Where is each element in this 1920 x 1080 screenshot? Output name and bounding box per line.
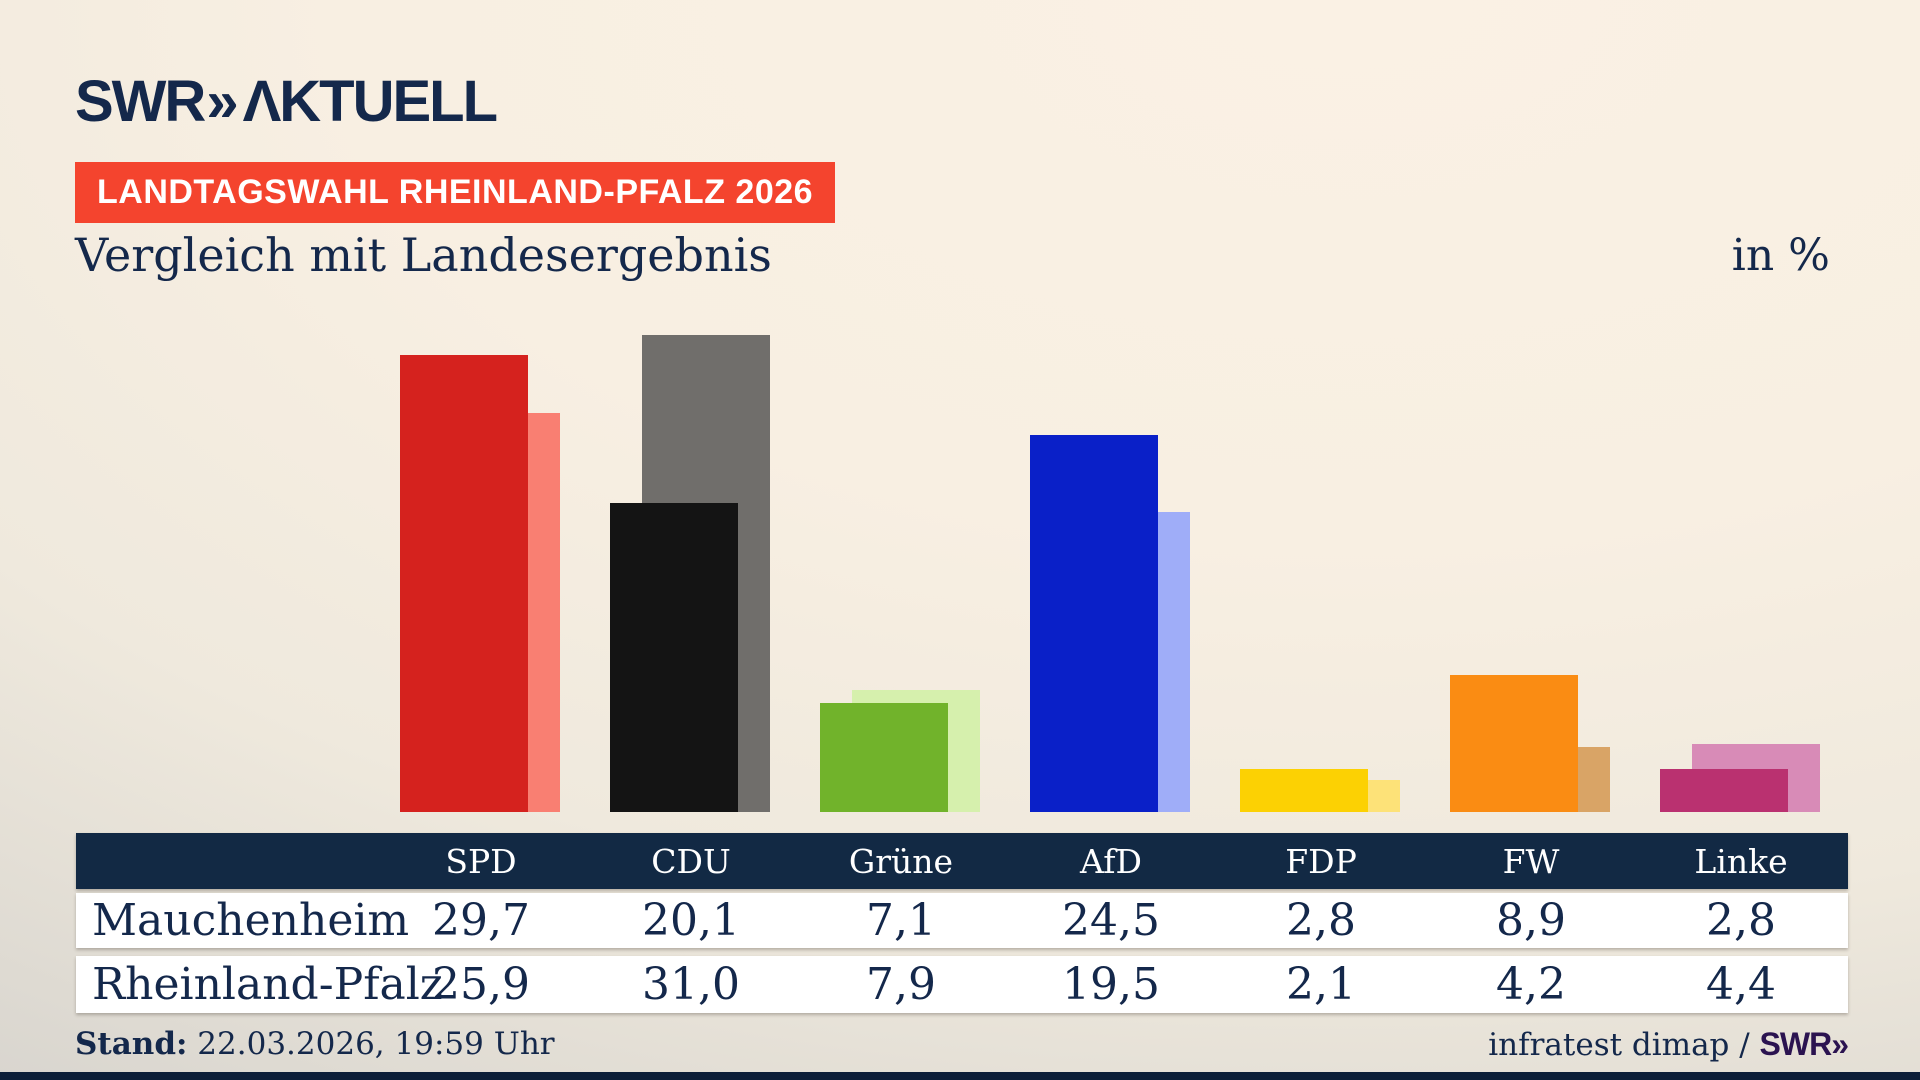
bar-front-afd — [1030, 435, 1158, 812]
swr-logo-text: SWR — [75, 69, 206, 134]
double-chevron-icon: » — [206, 69, 238, 134]
table-column-header-afd: AfD — [1080, 842, 1142, 881]
bar-front-spd — [400, 355, 528, 812]
table-row-label: Mauchenheim — [92, 895, 410, 946]
bar-front-fw — [1450, 675, 1578, 812]
election-badge: LANDTAGSWAHL RHEINLAND-PFALZ 2026 — [75, 162, 836, 223]
table-column-header-linke: Linke — [1694, 842, 1788, 881]
table-cell-fw: 8,9 — [1496, 895, 1566, 946]
table-cell-spd: 29,7 — [432, 895, 530, 946]
table-column-header-fdp: FDP — [1285, 842, 1357, 881]
swr-source-logo: SWR» — [1759, 1026, 1849, 1062]
timestamp-label: Stand: — [75, 1026, 188, 1062]
timestamp: Stand: 22.03.2026, 19:59 Uhr — [75, 1026, 555, 1062]
timestamp-value: 22.03.2026, 19:59 Uhr — [187, 1026, 555, 1062]
table-cell-afd: 19,5 — [1062, 959, 1160, 1010]
bar-front-fdp — [1240, 769, 1368, 812]
table-cell-cdu: 20,1 — [642, 895, 740, 946]
table-cell-cdu: 31,0 — [642, 959, 740, 1010]
swr-aktuell-logo: SWR» ΛKTUELL — [75, 68, 498, 135]
table-cell-fdp: 2,8 — [1286, 895, 1356, 946]
table-cell-linke: 2,8 — [1706, 895, 1776, 946]
table-column-header-spd: SPD — [445, 842, 517, 881]
table-cell-fw: 4,2 — [1496, 959, 1566, 1010]
table-row-rheinland-pfalz: Rheinland-Pfalz 25,9 31,0 7,9 19,5 2,1 4,2 4,4 — [76, 956, 1848, 1013]
bar-front-linke — [1660, 769, 1788, 812]
aktuell-logo-text: ΛKTUELL — [242, 69, 498, 134]
source-text: infratest dimap / — [1488, 1027, 1760, 1063]
table-row-mauchenheim: Mauchenheim 29,7 20,1 7,1 24,5 2,8 8,9 2,8 — [76, 893, 1848, 948]
table-header-row: SPD CDU Grüne AfD FDP FW Linke — [76, 833, 1848, 889]
page-title: Vergleich mit Landesergebnis — [75, 228, 772, 282]
table-cell-grüne: 7,9 — [866, 959, 936, 1010]
table-cell-spd: 25,9 — [432, 959, 530, 1010]
table-cell-fdp: 2,1 — [1286, 959, 1356, 1010]
unit-label: in % — [1731, 230, 1830, 281]
table-cell-grüne: 7,1 — [866, 895, 936, 946]
bottom-divider-strip — [0, 1072, 1920, 1080]
table-column-header-grüne: Grüne — [848, 842, 954, 881]
table-column-header-cdu: CDU — [651, 842, 731, 881]
source-credit: infratest dimap / SWR» — [1488, 1026, 1849, 1063]
bar-front-cdu — [610, 503, 738, 812]
table-cell-afd: 24,5 — [1062, 895, 1160, 946]
table-row-label: Rheinland-Pfalz — [92, 959, 443, 1010]
table-cell-linke: 4,4 — [1706, 959, 1776, 1010]
table-column-header-fw: FW — [1502, 842, 1560, 881]
bar-front-grüne — [820, 703, 948, 812]
